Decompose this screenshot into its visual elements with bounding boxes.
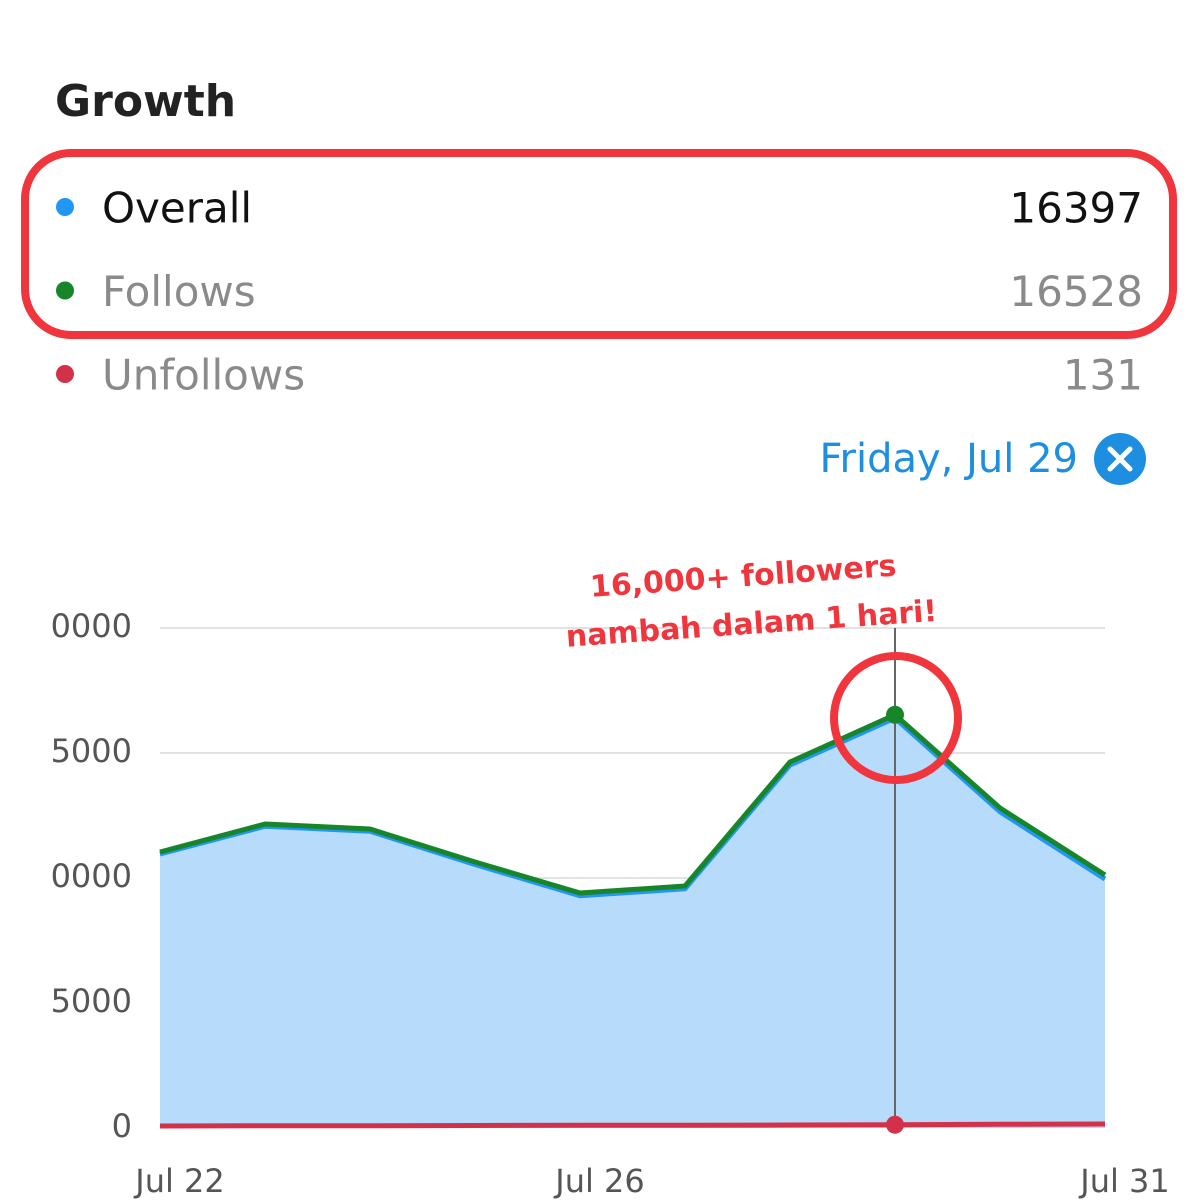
y-tick-label: 20000 — [30, 607, 132, 645]
x-tick-label: Jul 31 — [1078, 1162, 1170, 1200]
legend-value: 131 — [1063, 351, 1143, 400]
point — [886, 1115, 904, 1134]
y-tick-label: 10000 — [30, 857, 132, 895]
title: Growth — [55, 76, 236, 127]
highlight-box — [21, 149, 1177, 339]
legend-value: 16528 — [1009, 267, 1143, 316]
annotation: 16,000+ followers — [589, 549, 898, 605]
y-tick-label: 0 — [112, 1107, 132, 1145]
legend-dot — [56, 365, 74, 383]
selected-date: Friday, Jul 29 — [819, 436, 1078, 482]
y-tick-label: 15000 — [30, 732, 132, 770]
x-tick-label: Jul 22 — [133, 1162, 225, 1200]
y-axis: 0 5000 10000 15000 20000 — [30, 607, 132, 1145]
y-tick-label: 5000 — [51, 982, 132, 1020]
x-tick-label: Jul 26 — [553, 1162, 645, 1200]
legend-value: 16397 — [1009, 184, 1143, 233]
legend-dot — [56, 281, 74, 300]
line — [159, 712, 1107, 896]
highlight-circle — [830, 652, 962, 784]
line — [159, 1121, 1106, 1129]
area — [160, 718, 1105, 1128]
annotation: nambah dalam 1 hari! — [565, 594, 939, 655]
legend-label: Overall — [102, 184, 252, 233]
legend-label: Follows — [102, 267, 256, 316]
point — [886, 705, 904, 724]
legend-label: Unfollows — [102, 351, 305, 400]
legend-dot — [56, 198, 74, 216]
close-button[interactable] — [1094, 433, 1146, 485]
